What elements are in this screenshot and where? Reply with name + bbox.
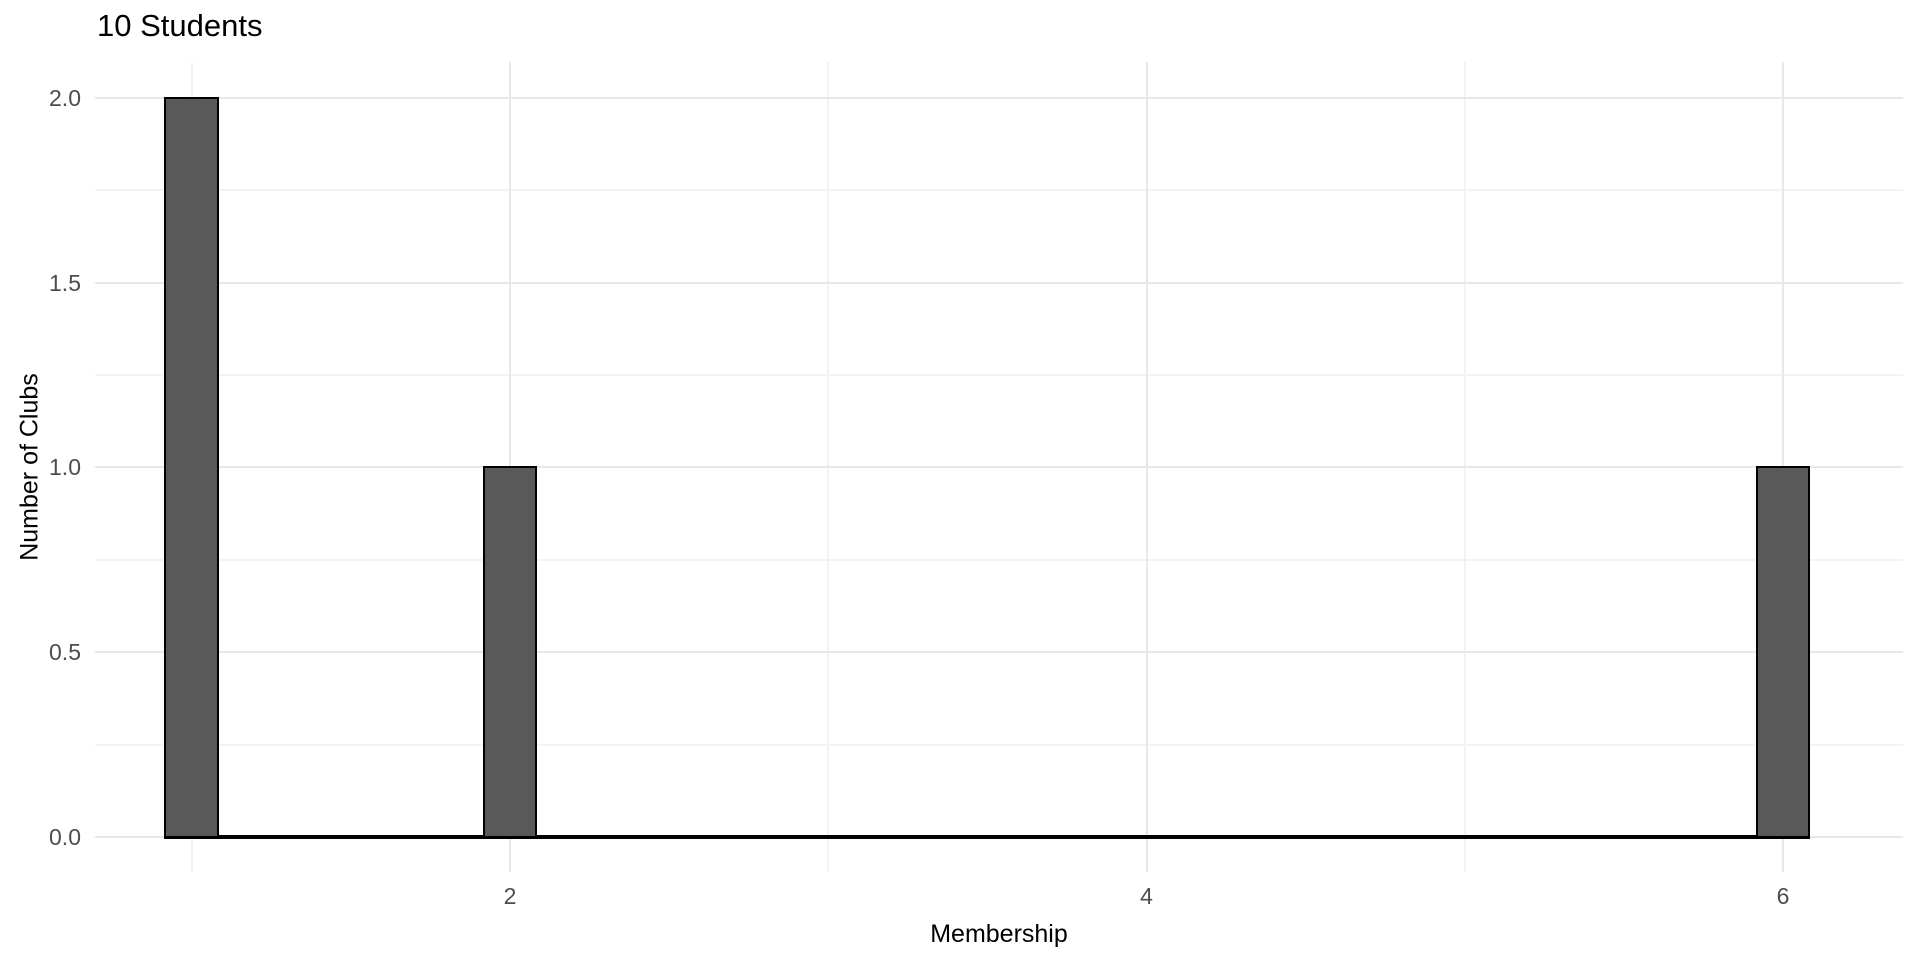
y-tick-label: 2.0 (49, 84, 81, 111)
x-axis-title: Membership (930, 920, 1068, 948)
y-tick-label: 1.0 (49, 454, 81, 481)
x-tick-label: 2 (503, 883, 517, 909)
gridline-y-minor (95, 373, 1903, 376)
gridline-y-major (95, 651, 1903, 654)
x-tick-label: 4 (1140, 883, 1153, 909)
gridline-y-major (95, 281, 1903, 284)
zero-count-bins-line (164, 834, 1811, 839)
y-tick-label: 0.0 (49, 823, 81, 850)
y-tick-label: 1.5 (49, 269, 81, 296)
x-tick-label: 6 (1776, 883, 1790, 909)
gridline-y-major (95, 96, 1903, 99)
histogram-bar (482, 466, 538, 838)
histogram-bar (164, 96, 220, 838)
chart-title: 10 Students (97, 8, 263, 43)
gridline-y-major (95, 466, 1903, 469)
gridline-x-major (1145, 62, 1148, 872)
histogram-bar (1755, 466, 1811, 838)
y-tick-label: 0.5 (49, 639, 81, 666)
gridline-y-minor (95, 189, 1903, 192)
gridline-y-minor (95, 743, 1903, 746)
gridline-y-minor (95, 558, 1903, 561)
